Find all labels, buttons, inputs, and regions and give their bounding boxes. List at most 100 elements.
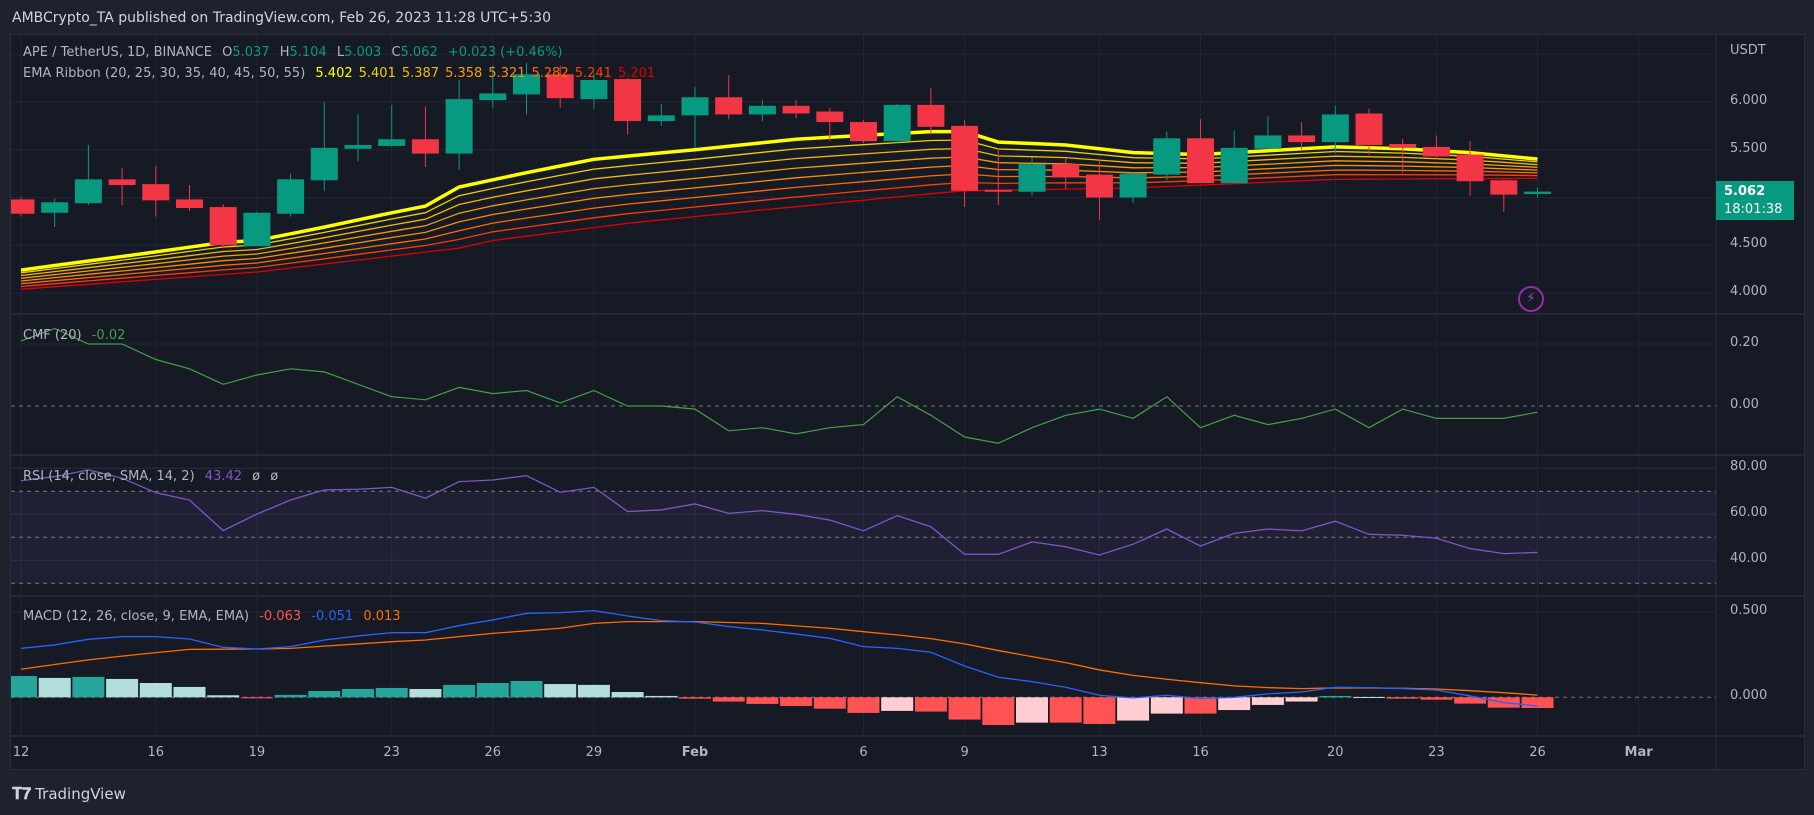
rsi-title[interactable]: RSI (14, close, SMA, 14, 2) bbox=[23, 469, 195, 484]
macd-histogram-bar bbox=[577, 684, 610, 698]
macd-histogram-bar bbox=[1319, 695, 1352, 698]
ohlc-high: H5.104 bbox=[279, 45, 327, 60]
macd-histogram-bar bbox=[679, 697, 711, 699]
macd-histogram-bar bbox=[1117, 697, 1150, 721]
candle-body bbox=[1119, 173, 1147, 198]
rsi-line bbox=[20, 469, 1538, 556]
cmf-tick: 0.20 bbox=[1730, 335, 1759, 350]
tradingview-brand: TradingView bbox=[35, 785, 126, 803]
macd-histogram-bar bbox=[982, 697, 1015, 726]
macd-histogram-bar bbox=[881, 697, 914, 711]
candle-body bbox=[816, 111, 844, 123]
macd-histogram-bar bbox=[476, 683, 509, 698]
candle-body bbox=[1321, 114, 1349, 143]
ohlc-open: O5.037 bbox=[222, 45, 270, 60]
candle-body bbox=[513, 74, 540, 95]
candle-body bbox=[546, 74, 574, 99]
candle-body bbox=[176, 199, 203, 209]
candle-body bbox=[1254, 135, 1282, 149]
candle-body bbox=[1153, 138, 1181, 175]
price-tick: 6.000 bbox=[1730, 93, 1768, 108]
candle-body bbox=[1355, 113, 1383, 145]
ema-ribbon-line bbox=[20, 177, 1538, 290]
candle-body bbox=[1187, 138, 1214, 184]
macd-histogram-bar bbox=[106, 678, 139, 698]
macd-histogram-bar bbox=[1184, 697, 1217, 714]
rsi-na-value: ø bbox=[252, 469, 261, 484]
ohlc-low: L5.003 bbox=[336, 45, 382, 60]
tradingview-logo[interactable]: 𝐓𝟕 TradingView bbox=[12, 784, 126, 804]
macd-histogram-bar bbox=[207, 695, 240, 698]
macd-histogram-bar bbox=[645, 695, 678, 698]
macd-histogram-bar bbox=[443, 684, 476, 698]
macd-histogram-bar bbox=[274, 694, 307, 698]
macd-hist-value: -0.063 bbox=[259, 609, 302, 624]
candle-body bbox=[580, 80, 608, 100]
plot-area bbox=[11, 62, 1716, 726]
candle-body bbox=[748, 105, 776, 115]
ema-value: 5.402 bbox=[315, 66, 353, 81]
ema-value: 5.401 bbox=[358, 66, 396, 81]
rsi-tick: 60.00 bbox=[1730, 505, 1768, 520]
macd-histogram-bar bbox=[1521, 697, 1554, 709]
macd-histogram-bar bbox=[1454, 697, 1487, 704]
cmf-value: -0.02 bbox=[91, 328, 126, 343]
macd-histogram-bar bbox=[914, 697, 947, 712]
candle-body bbox=[142, 184, 170, 201]
candle-body bbox=[715, 97, 743, 115]
macd-histogram-bar bbox=[139, 683, 172, 698]
candle-body bbox=[74, 179, 102, 204]
ema-ribbon-line bbox=[20, 147, 1538, 277]
ohlc-change: +0.023 (+0.46%) bbox=[447, 45, 563, 60]
last-price: 5.062 bbox=[1724, 184, 1766, 199]
macd-histogram-bar bbox=[1251, 697, 1284, 705]
candle-body bbox=[984, 189, 1012, 192]
candle-body bbox=[41, 202, 69, 213]
ema-ribbon-line bbox=[20, 139, 1538, 274]
candle-body bbox=[1085, 174, 1113, 198]
macd-signal-line bbox=[20, 621, 1538, 696]
candle-body bbox=[11, 199, 35, 214]
ema-value: 5.321 bbox=[488, 66, 526, 81]
candle-body bbox=[782, 105, 810, 114]
macd-histogram-bar bbox=[712, 697, 745, 702]
macd-signal-value: 0.013 bbox=[363, 609, 401, 624]
cmf-title[interactable]: CMF (20) bbox=[23, 328, 82, 343]
macd-histogram-bar bbox=[38, 677, 71, 698]
ema-ribbon-line bbox=[20, 174, 1538, 288]
candle-body bbox=[681, 97, 709, 116]
macd-histogram-bar bbox=[1420, 697, 1453, 700]
ema-ribbon-title[interactable]: EMA Ribbon (20, 25, 30, 35, 40, 45, 50, … bbox=[23, 66, 306, 81]
candle-body bbox=[344, 144, 372, 149]
macd-histogram-bar bbox=[1353, 696, 1385, 698]
tradingview-logo-icon: 𝐓𝟕 bbox=[12, 784, 32, 803]
candle-body bbox=[411, 139, 439, 154]
candle-body bbox=[479, 93, 507, 101]
macd-line bbox=[20, 609, 1538, 707]
candle-body bbox=[378, 139, 406, 146]
macd-histogram-bar bbox=[1016, 697, 1048, 723]
macd-title[interactable]: MACD (12, 26, close, 9, EMA, EMA) bbox=[23, 609, 250, 624]
candle-body bbox=[1422, 146, 1450, 157]
cmf-line bbox=[20, 327, 1538, 444]
macd-histogram-bar bbox=[1083, 697, 1116, 724]
macd-histogram-bar bbox=[1049, 697, 1082, 723]
ema-value: 5.241 bbox=[574, 66, 612, 81]
ema-value: 5.282 bbox=[531, 66, 569, 81]
macd-histogram-bar bbox=[240, 697, 273, 699]
rsi-na-value: ø bbox=[270, 469, 279, 484]
candle-body bbox=[277, 179, 305, 214]
macd-histogram-bar bbox=[11, 676, 37, 698]
macd-histogram-bar bbox=[611, 692, 644, 698]
lightning-event-icon[interactable]: ⚡ bbox=[1518, 286, 1544, 312]
macd-tick: 0.500 bbox=[1730, 603, 1768, 618]
rsi-tick: 80.00 bbox=[1730, 459, 1768, 474]
ema-ribbon-line bbox=[20, 156, 1538, 279]
candle-body bbox=[951, 125, 979, 191]
symbol-name[interactable]: APE / TetherUS, 1D, BINANCE bbox=[23, 45, 212, 60]
macd-value: -0.051 bbox=[311, 609, 354, 624]
candle-body bbox=[1288, 135, 1316, 143]
ohlc-close: C5.062 bbox=[391, 45, 438, 60]
macd-histogram-bar bbox=[342, 688, 374, 698]
